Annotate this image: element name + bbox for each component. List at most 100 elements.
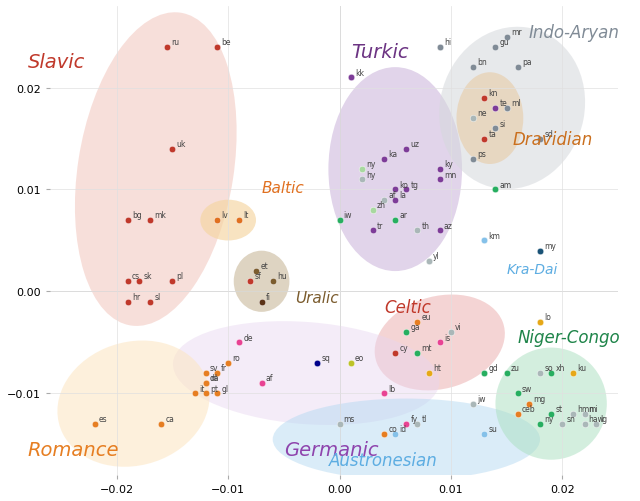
Text: ne: ne bbox=[477, 109, 487, 118]
Point bbox=[468, 400, 478, 408]
Point bbox=[502, 34, 512, 42]
Text: es: es bbox=[99, 414, 108, 423]
Text: cy: cy bbox=[399, 343, 408, 352]
Text: xh: xh bbox=[556, 364, 564, 373]
Text: is: is bbox=[444, 333, 450, 342]
Text: lg: lg bbox=[600, 414, 607, 423]
Text: bg: bg bbox=[132, 211, 142, 220]
Text: uz: uz bbox=[410, 140, 420, 149]
Text: fr: fr bbox=[221, 364, 227, 373]
Text: sq: sq bbox=[321, 353, 330, 362]
Point bbox=[90, 420, 100, 428]
Text: hu: hu bbox=[277, 272, 287, 281]
Point bbox=[145, 298, 156, 306]
Text: sn: sn bbox=[566, 414, 575, 423]
Text: ru: ru bbox=[171, 38, 179, 47]
Text: af: af bbox=[266, 374, 273, 383]
Point bbox=[535, 369, 545, 377]
Point bbox=[435, 166, 445, 174]
Point bbox=[390, 186, 401, 194]
Point bbox=[335, 420, 345, 428]
Ellipse shape bbox=[374, 295, 505, 391]
Text: te: te bbox=[500, 99, 508, 108]
Ellipse shape bbox=[173, 322, 439, 425]
Point bbox=[479, 430, 490, 438]
Text: ms: ms bbox=[344, 414, 355, 423]
Text: pt: pt bbox=[210, 384, 218, 393]
Text: ny: ny bbox=[544, 414, 554, 423]
Text: gl: gl bbox=[221, 384, 228, 393]
Point bbox=[312, 359, 323, 367]
Point bbox=[535, 319, 545, 327]
Point bbox=[123, 278, 133, 286]
Text: ta: ta bbox=[488, 129, 497, 138]
Point bbox=[401, 329, 412, 337]
Point bbox=[568, 369, 579, 377]
Text: mt: mt bbox=[422, 343, 432, 352]
Text: tg: tg bbox=[410, 180, 419, 189]
Point bbox=[557, 420, 568, 428]
Text: hi: hi bbox=[444, 38, 451, 47]
Text: de: de bbox=[243, 333, 253, 342]
Text: ka: ka bbox=[388, 150, 397, 159]
Text: ml: ml bbox=[511, 99, 520, 108]
Point bbox=[535, 247, 545, 255]
Text: ca: ca bbox=[166, 414, 174, 423]
Point bbox=[257, 298, 267, 306]
Text: kk: kk bbox=[355, 69, 364, 77]
Point bbox=[424, 258, 434, 266]
Point bbox=[201, 390, 211, 398]
Text: ps: ps bbox=[477, 150, 486, 159]
Text: eo: eo bbox=[355, 353, 364, 362]
Point bbox=[356, 176, 367, 184]
Text: ro: ro bbox=[232, 353, 240, 362]
Ellipse shape bbox=[58, 341, 209, 467]
Text: vi: vi bbox=[455, 323, 462, 332]
Text: sv: sv bbox=[210, 364, 218, 373]
Point bbox=[234, 216, 244, 224]
Point bbox=[490, 105, 500, 113]
Point bbox=[379, 430, 389, 438]
Text: hr: hr bbox=[132, 292, 140, 301]
Text: mg: mg bbox=[533, 394, 545, 403]
Point bbox=[390, 349, 401, 357]
Text: iw: iw bbox=[344, 211, 352, 220]
Point bbox=[368, 206, 378, 214]
Text: az: az bbox=[444, 221, 453, 230]
Text: lb: lb bbox=[388, 384, 396, 393]
Text: pa: pa bbox=[522, 58, 531, 67]
Text: hmn: hmn bbox=[577, 404, 595, 413]
Text: lv: lv bbox=[221, 211, 228, 220]
Text: bn: bn bbox=[477, 58, 487, 67]
Text: sw: sw bbox=[522, 384, 532, 393]
Text: am: am bbox=[500, 180, 512, 189]
Text: sd: sd bbox=[544, 129, 553, 138]
Text: lo: lo bbox=[544, 313, 551, 322]
Text: si: si bbox=[500, 119, 506, 128]
Point bbox=[513, 390, 523, 398]
Point bbox=[535, 420, 545, 428]
Text: my: my bbox=[544, 241, 556, 250]
Point bbox=[156, 420, 166, 428]
Text: et: et bbox=[260, 262, 268, 271]
Text: cs: cs bbox=[132, 272, 140, 281]
Point bbox=[123, 298, 133, 306]
Text: af: af bbox=[388, 190, 396, 199]
Point bbox=[379, 156, 389, 164]
Point bbox=[546, 369, 556, 377]
Text: hy: hy bbox=[366, 170, 375, 179]
Text: id: id bbox=[399, 425, 406, 433]
Text: th: th bbox=[422, 221, 429, 230]
Point bbox=[412, 420, 422, 428]
Text: nl: nl bbox=[210, 374, 217, 383]
Text: Celtic: Celtic bbox=[384, 298, 431, 316]
Point bbox=[479, 135, 490, 143]
Point bbox=[524, 400, 534, 408]
Text: sk: sk bbox=[143, 272, 152, 281]
Text: so: so bbox=[544, 364, 553, 373]
Point bbox=[591, 420, 601, 428]
Text: co: co bbox=[388, 425, 397, 433]
Text: mk: mk bbox=[154, 211, 166, 220]
Ellipse shape bbox=[439, 28, 585, 190]
Text: mn: mn bbox=[444, 170, 456, 179]
